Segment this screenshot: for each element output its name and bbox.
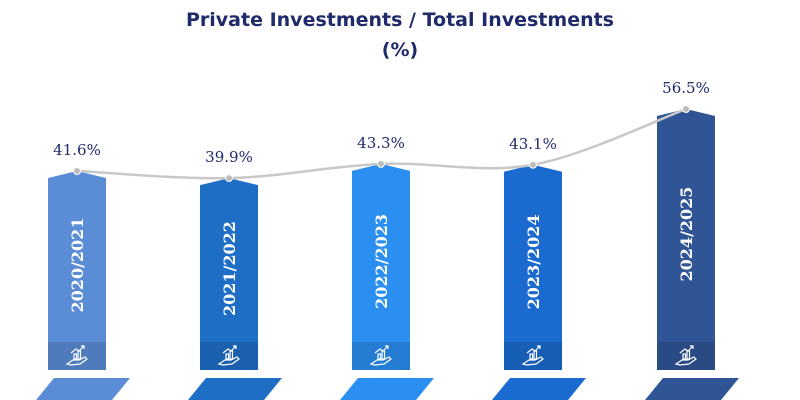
bar — [504, 164, 562, 370]
growth-icon — [521, 345, 544, 366]
value-label: 39.9% — [205, 148, 253, 166]
trend-point — [377, 159, 385, 168]
category-label: 2022/2023 — [372, 214, 391, 309]
value-label: 43.1% — [509, 135, 557, 153]
trend-point — [225, 174, 233, 183]
category-label: 2023/2024 — [524, 214, 543, 309]
trend-point — [73, 167, 81, 175]
bar — [657, 109, 715, 371]
bar-base — [340, 378, 434, 400]
value-label: 41.6% — [53, 141, 101, 159]
value-label: 56.5% — [662, 79, 710, 97]
bar-base — [188, 378, 282, 400]
bar-base — [492, 378, 586, 400]
chart-title: Private Investments / Total Investments — [185, 9, 614, 31]
chart-subtitle: (%) — [381, 39, 419, 61]
growth-icon — [65, 345, 88, 366]
category-label: 2020/2021 — [68, 218, 87, 313]
bar-group: 2022/2023 — [340, 163, 434, 400]
growth-icon — [674, 345, 697, 366]
growth-icon — [217, 345, 240, 366]
bar-base — [645, 378, 739, 400]
growth-icon — [369, 345, 392, 366]
bar-group: 2023/2024 — [492, 164, 586, 400]
bar-group: 2024/2025 — [645, 109, 739, 400]
trend-point — [682, 105, 690, 114]
trend-point — [529, 160, 537, 169]
value-label: 43.3% — [357, 134, 405, 152]
bar — [352, 163, 410, 370]
bar — [48, 171, 106, 370]
bar-group: 2020/2021 — [36, 171, 130, 400]
category-label: 2021/2022 — [220, 221, 239, 316]
bar-base — [36, 378, 130, 400]
bar — [200, 178, 258, 370]
category-label: 2024/2025 — [677, 187, 696, 282]
bar-group: 2021/2022 — [188, 178, 282, 400]
